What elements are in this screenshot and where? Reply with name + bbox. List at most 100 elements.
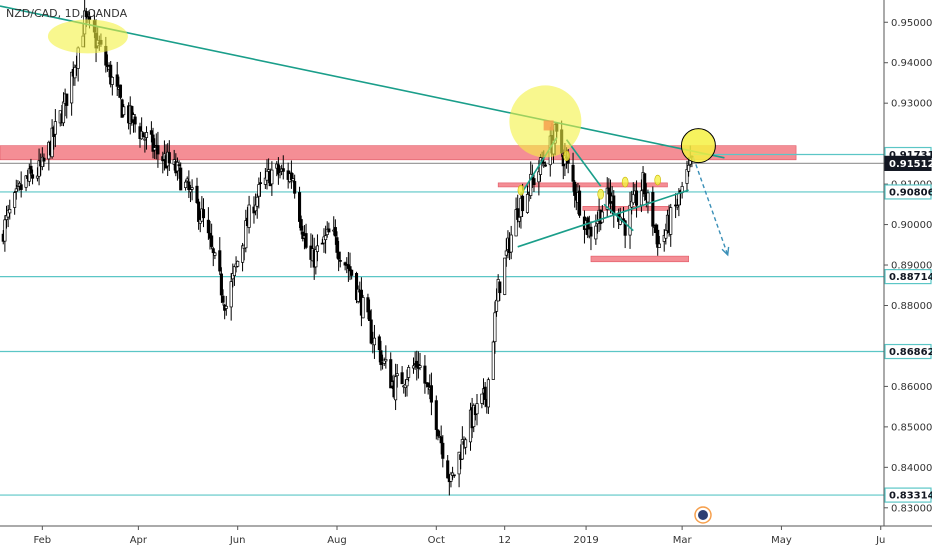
- candle-body: [14, 188, 18, 192]
- candle: [213, 251, 217, 260]
- candle-body: [369, 319, 373, 344]
- candle: [211, 246, 215, 267]
- candle-body: [429, 385, 433, 403]
- candle-body: [257, 184, 261, 197]
- candle-body: [621, 218, 626, 221]
- trendline-3[interactable]: [565, 139, 602, 187]
- candle-body: [464, 439, 468, 448]
- candle-body: [664, 229, 668, 239]
- candle-body: [493, 312, 497, 342]
- x-tick-label: Apr: [130, 535, 148, 546]
- candle: [498, 281, 502, 301]
- candle: [156, 131, 160, 168]
- candle-body: [213, 252, 217, 256]
- candle: [516, 194, 520, 223]
- candle: [29, 158, 33, 176]
- candle-body: [314, 249, 318, 268]
- candle: [369, 309, 373, 345]
- candle: [3, 215, 7, 252]
- candle-body: [389, 359, 393, 389]
- candle-body: [418, 365, 422, 368]
- candle-body: [411, 365, 416, 369]
- candle-body: [19, 184, 23, 190]
- candle-body: [258, 182, 263, 185]
- candle: [407, 364, 411, 382]
- candle: [634, 180, 639, 218]
- candle: [651, 186, 655, 236]
- candle-body: [31, 174, 35, 179]
- projection-arrow-line[interactable]: [692, 157, 729, 256]
- candle-body: [494, 299, 499, 312]
- candle: [289, 160, 293, 189]
- candle-body: [149, 130, 153, 135]
- x-tick-label: Aug: [327, 535, 347, 546]
- dividend-icon[interactable]: [694, 506, 712, 524]
- candle-body: [439, 436, 443, 444]
- candles-layer: [1, 0, 694, 496]
- candle: [525, 185, 530, 214]
- candle-body: [244, 220, 248, 249]
- swing-marker: [621, 176, 629, 188]
- candle: [631, 182, 635, 205]
- highlight-ellipse[interactable]: [47, 19, 128, 54]
- candle-body: [195, 185, 199, 204]
- x-tick-label: Oct: [428, 535, 445, 546]
- candle: [429, 372, 433, 416]
- price-tag-label: 0.83314: [889, 491, 932, 502]
- candle: [464, 437, 468, 455]
- candle-body: [436, 429, 440, 437]
- candle-body: [657, 243, 661, 248]
- candle: [594, 214, 598, 245]
- candle: [348, 252, 352, 281]
- candle-body: [643, 173, 647, 195]
- candle: [224, 295, 228, 316]
- projection-arrow-head: [721, 246, 730, 257]
- candle-body: [589, 226, 593, 237]
- candle: [657, 235, 661, 248]
- candle-body: [229, 281, 233, 308]
- candle: [327, 222, 331, 233]
- candle-body: [394, 376, 398, 401]
- x-axis-ticks: Feb Apr Jun Aug Oct 12 2019 Mar May Ju: [33, 526, 885, 546]
- candle-body: [578, 190, 582, 216]
- y-tick-label: 0.89000: [891, 261, 932, 272]
- candle-body: [600, 211, 604, 223]
- candle-body: [571, 164, 575, 182]
- highlight-circle-outlined[interactable]: [680, 128, 716, 164]
- candle: [115, 61, 119, 97]
- trendline-1[interactable]: [517, 189, 689, 248]
- candle: [304, 223, 308, 250]
- candle-body: [24, 175, 28, 188]
- candle-body: [281, 168, 285, 172]
- candle: [418, 352, 422, 371]
- candle-body: [451, 472, 455, 476]
- candle: [589, 221, 593, 251]
- candle-body: [298, 192, 302, 222]
- highlights-layer: [47, 19, 716, 200]
- x-tick-label: Mar: [673, 535, 693, 546]
- candle: [53, 109, 57, 148]
- chart-title: NZD/CAD, 1D, OANDA: [6, 7, 128, 20]
- candle: [372, 324, 376, 359]
- candle: [236, 260, 240, 268]
- candle-body: [639, 190, 643, 206]
- candle-body: [65, 93, 69, 106]
- candle: [13, 190, 17, 215]
- candle: [247, 195, 251, 234]
- candle-body: [400, 372, 404, 385]
- candle-body: [651, 192, 655, 227]
- swing-marker: [597, 188, 605, 200]
- candle-body: [623, 220, 627, 236]
- candle-body: [70, 71, 74, 104]
- swing-marker: [517, 184, 525, 196]
- candle-body: [167, 152, 171, 164]
- candle-body: [475, 403, 479, 415]
- candle-body: [29, 165, 33, 174]
- candle-body: [504, 250, 508, 256]
- candle: [628, 191, 632, 249]
- price-tag-label: 0.91731: [889, 150, 932, 161]
- candle-body: [521, 195, 525, 212]
- trendline-4[interactable]: [603, 203, 634, 232]
